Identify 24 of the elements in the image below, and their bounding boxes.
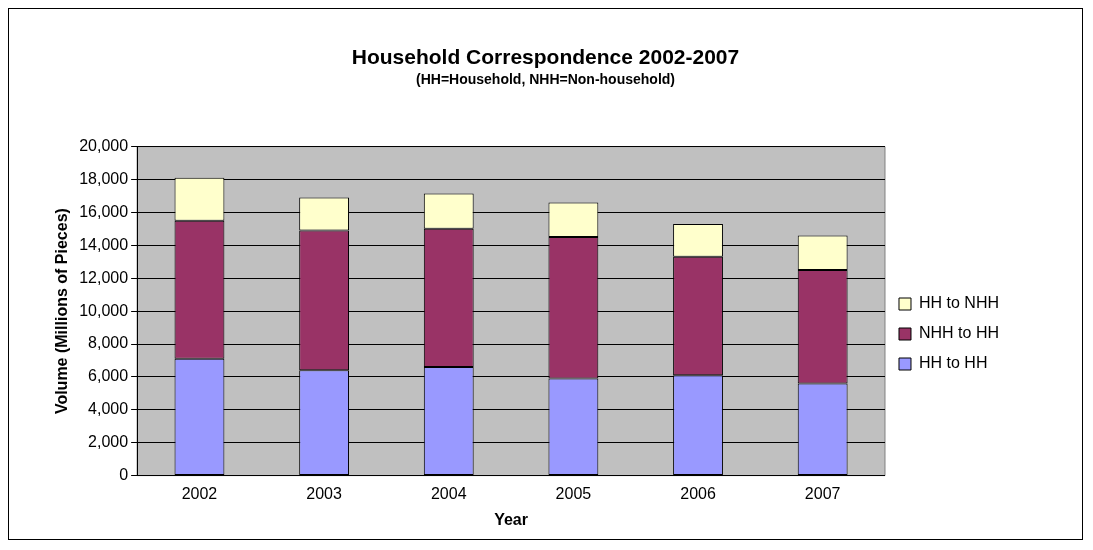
y-tick-label: 12,000 [79,268,129,286]
x-tick-label: 2002 [181,484,218,502]
y-tick-label: 8,000 [88,334,129,352]
legend-label: NHH to HH [918,324,1000,342]
y-tick-label: 18,000 [79,169,129,187]
y-tick-label: 16,000 [79,202,129,220]
y-tick-label: 6,000 [88,367,129,385]
x-tick-label: 2005 [555,484,592,502]
y-tick-label: 20,000 [79,137,129,155]
chart-title: Household Correspondence 2002-2007 [350,45,741,69]
y-tick-label: 14,000 [79,235,129,253]
y-tick-label: 0 [119,466,129,484]
x-tick-label: 2006 [680,484,716,502]
x-axis-title: Year [494,510,528,528]
y-tick-label: 2,000 [88,433,129,451]
x-tick-label: 2007 [804,484,841,502]
chart-subtitle: (HH=Household, NHH=Non-household) [415,71,676,87]
legend-label: HH to HH [918,354,988,372]
y-tick-label: 10,000 [79,301,129,319]
legend-label: HH to NHH [918,294,1000,312]
x-tick-label: 2003 [306,484,342,502]
y-tick-label: 4,000 [88,400,129,418]
x-tick-label: 2004 [430,484,467,502]
y-axis-title: Volume (Millions of Pieces) [53,208,71,415]
